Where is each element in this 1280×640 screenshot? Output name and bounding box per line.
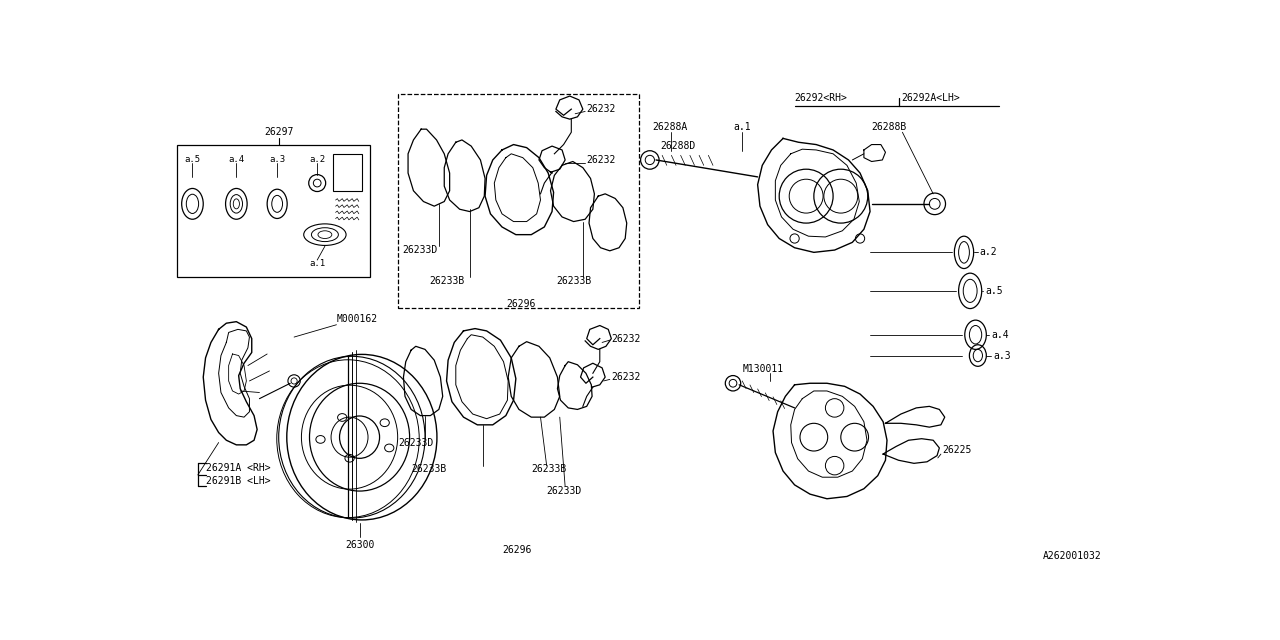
Text: 26232: 26232 <box>586 155 616 165</box>
Text: 26288A: 26288A <box>652 122 687 132</box>
Bar <box>398 93 639 308</box>
Text: 26233D: 26233D <box>398 438 434 447</box>
Text: 26297: 26297 <box>264 127 293 137</box>
Text: a.4: a.4 <box>991 330 1009 340</box>
Text: 26292A<LH>: 26292A<LH> <box>901 93 960 103</box>
Text: 26233B: 26233B <box>556 276 591 286</box>
Text: M000162: M000162 <box>337 314 378 324</box>
Text: a.1: a.1 <box>733 122 750 132</box>
Text: a.2: a.2 <box>310 156 325 164</box>
Bar <box>177 145 370 277</box>
Text: 26233B: 26233B <box>411 465 447 474</box>
Bar <box>333 154 362 191</box>
Text: 26288D: 26288D <box>660 141 695 151</box>
Text: 26232: 26232 <box>612 372 641 382</box>
Text: a.1: a.1 <box>310 259 325 268</box>
Text: 26233D: 26233D <box>402 245 438 255</box>
Text: 26291A <RH>: 26291A <RH> <box>206 463 270 473</box>
Text: a.4: a.4 <box>228 156 244 164</box>
Text: a.2: a.2 <box>979 247 997 257</box>
Text: a.5: a.5 <box>184 156 201 164</box>
Text: a.3: a.3 <box>269 156 285 164</box>
Text: 26291B <LH>: 26291B <LH> <box>206 476 270 486</box>
Text: 26232: 26232 <box>612 333 641 344</box>
Text: 26225: 26225 <box>942 445 972 455</box>
Text: M130011: M130011 <box>742 364 783 374</box>
Text: 26233B: 26233B <box>429 276 465 286</box>
Text: 26232: 26232 <box>586 104 616 114</box>
Text: 26233D: 26233D <box>547 486 582 496</box>
Text: 26292<RH>: 26292<RH> <box>795 93 847 103</box>
Text: 26233B: 26233B <box>531 465 567 474</box>
Text: 26296: 26296 <box>503 545 532 556</box>
Text: 26300: 26300 <box>344 540 374 550</box>
Text: A262001032: A262001032 <box>1042 551 1101 561</box>
Text: 26296: 26296 <box>507 299 536 309</box>
Text: 26288B: 26288B <box>872 122 906 132</box>
Text: a.5: a.5 <box>986 286 1004 296</box>
Text: a.3: a.3 <box>993 351 1011 360</box>
